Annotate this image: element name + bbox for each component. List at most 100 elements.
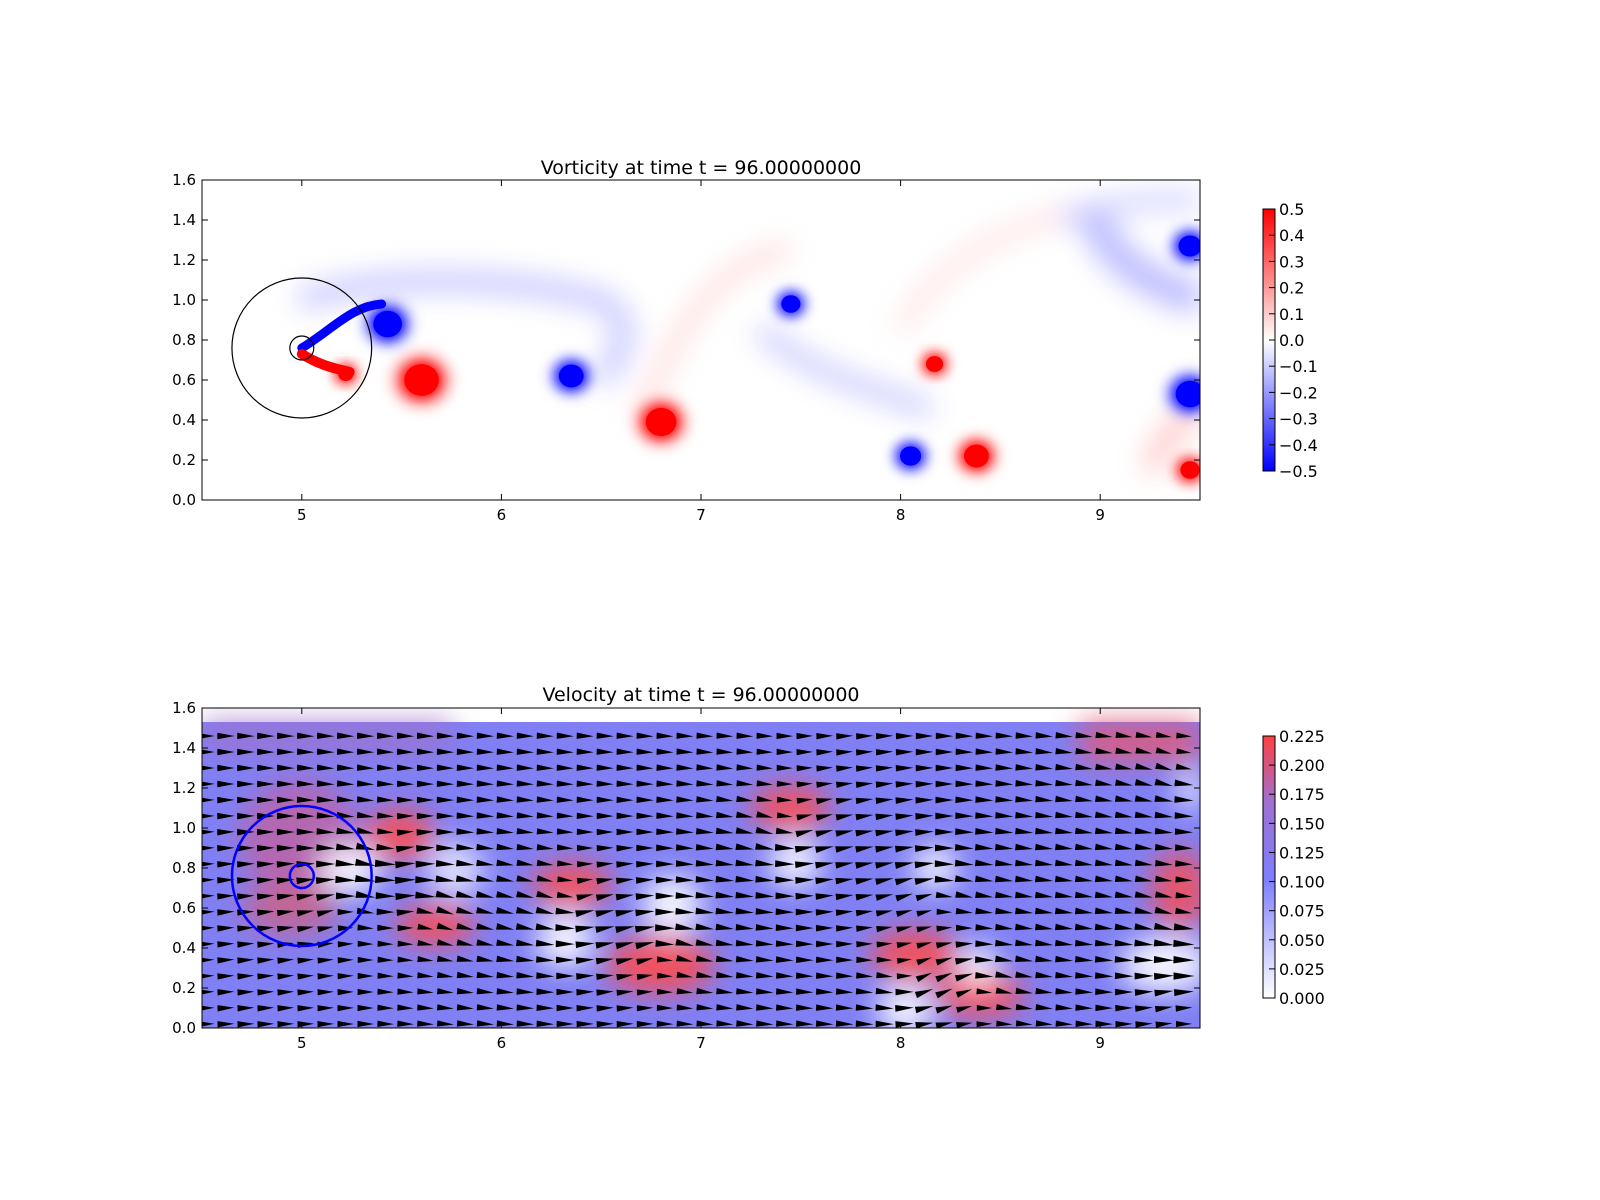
quiver-arrow [536, 844, 554, 851]
quiver-arrow [655, 892, 675, 900]
quiver-arrow [257, 780, 275, 788]
quiver-arrow [316, 796, 335, 803]
vortex-core [1175, 380, 1200, 408]
quiver-arrow [202, 733, 215, 739]
quiver-arrow [855, 765, 874, 772]
quiver-arrow [416, 764, 435, 772]
quiver-arrow [217, 828, 235, 836]
quiver-arrow [336, 827, 355, 835]
quiver-arrow [535, 939, 555, 947]
quiver-arrow [436, 732, 455, 739]
quiver-arrow [815, 861, 834, 869]
quiver-arrow [516, 764, 534, 771]
colorbar-tick-label: 0.2 [1279, 279, 1304, 298]
quiver-arrow [695, 875, 715, 883]
y-tick-label: 0.4 [172, 411, 196, 429]
quiver-arrow [956, 1006, 973, 1013]
outer-ring [231, 277, 373, 419]
quiver-arrow [955, 891, 974, 898]
quiver-arrow [595, 910, 615, 918]
quiver-arrow [1035, 843, 1054, 851]
y-tick-label: 1.6 [172, 699, 196, 717]
quiver-arrow [356, 764, 375, 771]
quiver-arrow [535, 923, 555, 930]
quiver-arrow [1095, 795, 1113, 803]
colorbar-tick-label: 0.175 [1279, 785, 1325, 804]
quiver-arrow [916, 910, 933, 917]
quiver-arrow [476, 906, 495, 914]
quiver-arrow [636, 844, 654, 852]
quiver-arrow [535, 906, 555, 915]
quiver-arrow [417, 1004, 434, 1011]
quiver-arrow [775, 940, 794, 947]
quiver-arrow [1114, 779, 1133, 786]
quiver-arrow [595, 957, 615, 965]
y-tick-label: 1.0 [172, 291, 196, 309]
quiver-arrow [1173, 939, 1195, 948]
quiver-arrow [202, 1021, 215, 1027]
vortex-core [404, 364, 439, 396]
quiver-arrow [696, 796, 714, 803]
quiver-arrow [756, 780, 773, 787]
quiver-arrow [397, 1020, 414, 1027]
quiver-arrow [716, 1004, 734, 1011]
quiver-arrow [895, 893, 913, 902]
quiver-arrow [657, 972, 673, 979]
quiver-arrow [616, 861, 634, 868]
quiver-arrow [456, 859, 475, 867]
quiver-arrow [975, 891, 994, 899]
quiver-arrow [1134, 795, 1153, 802]
quiver-arrow [776, 1020, 794, 1027]
quiver-arrow [397, 956, 414, 963]
quiver-arrow [635, 893, 655, 901]
quiver-arrow [936, 908, 953, 915]
quiver-arrow [775, 892, 795, 900]
quiver-arrow [536, 875, 554, 882]
quiver-arrow [576, 1004, 594, 1012]
quiver-arrow [715, 827, 734, 835]
quiver-arrow [616, 764, 634, 771]
quiver-arrow [377, 828, 394, 835]
quiver-arrow [257, 941, 275, 948]
quiver-arrow [337, 909, 354, 916]
quiver-arrow [336, 764, 355, 771]
quiver-arrow [616, 780, 634, 787]
quiver-arrow [1114, 875, 1134, 883]
quiver-arrow [1154, 906, 1173, 914]
quiver-arrow [696, 764, 714, 771]
quiver-arrow [596, 861, 614, 868]
quiver-arrow [896, 942, 913, 949]
quiver-arrow [1134, 907, 1154, 914]
quiver-arrow [974, 875, 994, 883]
colorbar-tick-label: 0.100 [1279, 873, 1325, 892]
quiver-arrow [1035, 732, 1053, 739]
velocity-y-ticks: 0.0 0.2 0.4 0.6 0.8 1.0 1.2 1.4 1.6 [172, 699, 1200, 1037]
quiver-arrow [415, 876, 436, 884]
quiver-arrow [456, 812, 475, 819]
quiver-arrow [636, 973, 654, 981]
quiver-arrow [516, 1020, 534, 1027]
quiver-arrow [716, 1020, 734, 1027]
quiver-arrow [676, 812, 694, 819]
quiver-arrow [1174, 779, 1194, 787]
quiver-arrow [935, 972, 953, 983]
quiver-arrow [716, 780, 734, 787]
quiver-arrow [374, 859, 397, 867]
quiver-arrow [796, 781, 813, 788]
quiver-arrow [1055, 747, 1073, 755]
quiver-arrow [935, 828, 954, 836]
quiver-arrow [715, 891, 735, 899]
y-tick-label: 0.6 [172, 899, 196, 917]
quiver-arrow [257, 748, 275, 756]
quiver-arrow [636, 860, 654, 868]
colorbar-tick-label: 0.150 [1279, 814, 1325, 833]
quiver-arrow [536, 988, 555, 995]
quiver-arrow [895, 829, 914, 837]
quiver-arrow [496, 939, 515, 946]
quiver-arrow [1155, 747, 1172, 754]
quiver-arrow [456, 1004, 474, 1011]
quiver-arrow [316, 780, 335, 787]
quiver-arrow [975, 748, 994, 755]
quiver-arrow [636, 989, 654, 996]
